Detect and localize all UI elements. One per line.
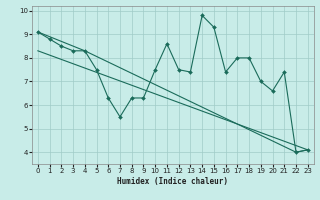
X-axis label: Humidex (Indice chaleur): Humidex (Indice chaleur) [117, 177, 228, 186]
